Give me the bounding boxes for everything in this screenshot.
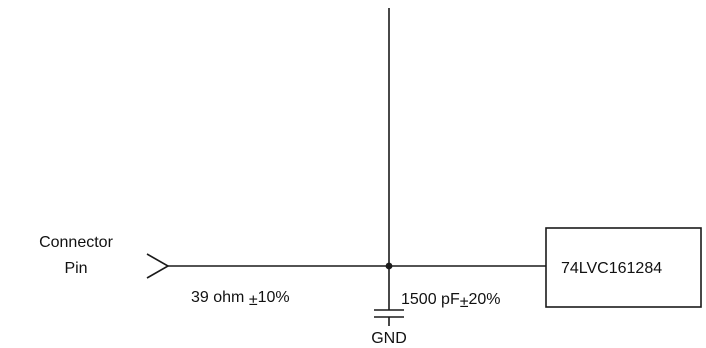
ground-label: GND: [371, 330, 407, 347]
capacitor-label: 1500 pF±20%: [401, 291, 501, 311]
resistor-value: 39 ohm: [191, 289, 249, 306]
capacitor-value: 1500 pF: [401, 291, 460, 308]
resistor-label: 39 ohm ±10%: [191, 289, 290, 309]
connector-label-line1: Connector: [39, 234, 113, 251]
chip-label: 74LVC161284: [561, 260, 662, 277]
connector-label-line2: Pin: [64, 260, 87, 277]
connector-pin-symbol: [146, 253, 170, 279]
chip-box: [545, 227, 702, 308]
resistor-tolerance: 10%: [258, 289, 290, 306]
resistor-tolerance-sign: ±: [249, 292, 258, 309]
capacitor-tolerance-sign: ±: [460, 294, 469, 311]
capacitor-tolerance: 20%: [469, 291, 501, 308]
